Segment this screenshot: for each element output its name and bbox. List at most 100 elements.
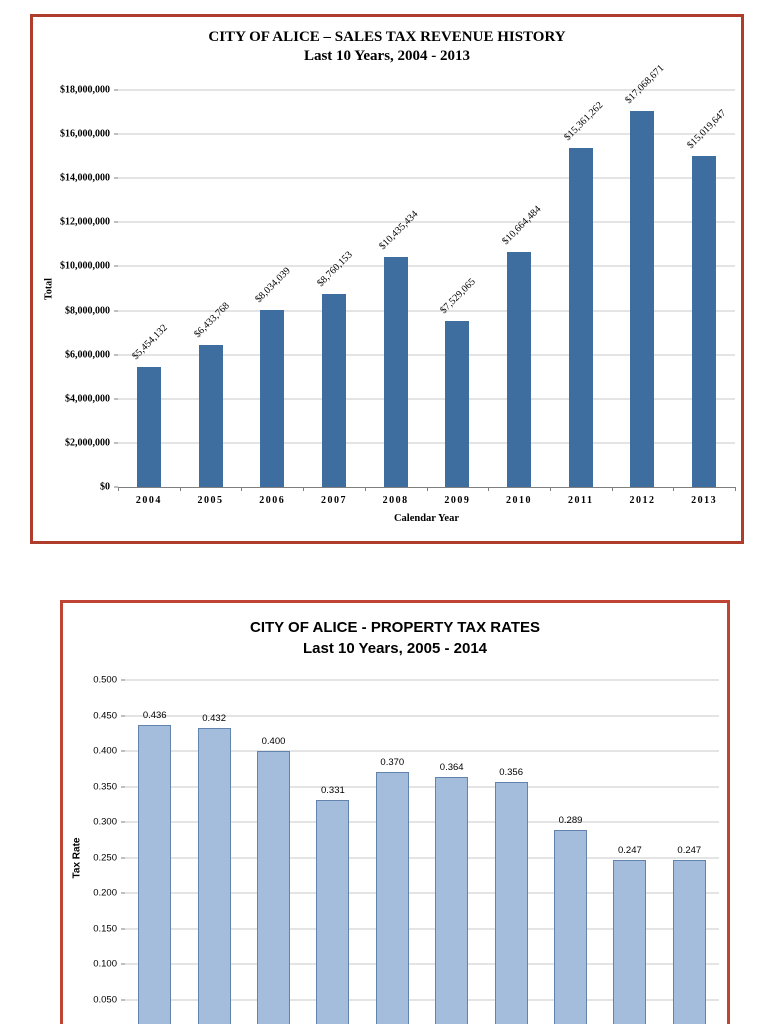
gridline [125, 857, 719, 858]
chart-subtitle: Last 10 Years, 2004 - 2013 [303, 48, 471, 64]
plot-area: Calendar Year $0 $2,000,000 $4,000,000 $6,0… [60, 62, 736, 524]
bar-col-5 [375, 772, 409, 1024]
y-axis-tick-mark [114, 177, 118, 179]
gridline [118, 221, 735, 223]
y-axis-tick-mark [121, 750, 125, 752]
y-axis-tick-mark [114, 89, 118, 91]
y-axis-tick-mark [121, 928, 125, 929]
y-axis-tick-mark [114, 265, 118, 267]
y-axis-tick-mark [121, 821, 125, 823]
bar-2008 [383, 256, 408, 487]
x-axis-tick-mark [303, 487, 305, 491]
gridline [125, 892, 719, 894]
y-axis-tick-label: 0.350 [93, 781, 117, 792]
y-axis-tick-label: $12,000,000 [60, 216, 110, 228]
bar-data-label: 0.247 [677, 844, 702, 856]
y-axis-tick-mark [114, 354, 118, 356]
bar-data-label: $10,664,484 [500, 203, 544, 247]
x-axis-tick-label: 2013 [691, 495, 718, 506]
bar-2010 [507, 251, 532, 487]
chart-title: CITY OF ALICE - PROPERTY TAX RATES [249, 619, 541, 636]
y-axis-tick-mark [114, 442, 118, 444]
bar-data-label: $5,454,132 [130, 322, 170, 362]
x-axis-tick-mark [426, 487, 428, 491]
y-axis-tick-label: $10,000,000 [60, 260, 110, 272]
bar-data-label: $10,435,434 [376, 208, 420, 252]
bar-data-label: $8,760,153 [315, 249, 355, 289]
y-axis-tick-label: 0.250 [93, 852, 117, 863]
y-axis-tick-mark [121, 715, 125, 716]
gridline [125, 679, 719, 681]
y-axis-title: Tax Rate [71, 837, 83, 879]
y-axis-tick-label: $16,000,000 [60, 128, 110, 140]
y-axis-tick-label: 0.200 [93, 887, 117, 899]
gridline [125, 928, 719, 929]
y-axis-tick-label: $6,000,000 [65, 349, 110, 361]
y-axis-tick-mark [121, 963, 125, 965]
y-axis-tick-mark [121, 857, 125, 858]
bar-2005 [198, 345, 223, 487]
x-axis-tick-mark [241, 487, 243, 491]
gridline [125, 750, 719, 752]
x-axis-tick-label: 2012 [629, 495, 656, 506]
bar-data-label: $15,019,647 [685, 107, 729, 151]
gridline [125, 963, 719, 965]
bar-data-label: 0.247 [618, 844, 642, 856]
bar-col-1 [138, 725, 172, 1024]
x-axis-tick-mark [179, 487, 181, 491]
bar-data-label: 0.331 [321, 785, 345, 796]
gridline [118, 398, 735, 400]
x-axis-tick-label: 2005 [197, 495, 224, 506]
bar-data-label: $15,361,262 [561, 100, 606, 144]
bar-2006 [260, 309, 285, 487]
x-axis-tick-mark [488, 487, 490, 491]
bar-data-label: 0.370 [380, 757, 405, 769]
y-axis-tick-mark [121, 892, 125, 894]
bar-col-6 [435, 776, 469, 1024]
bar-data-label: 0.432 [202, 713, 226, 725]
x-axis-tick-label: 2011 [568, 495, 594, 506]
gridline [125, 999, 719, 1000]
bar-2013 [692, 155, 717, 487]
gridline [125, 715, 719, 716]
gridline [118, 177, 735, 179]
bar-data-label: 0.289 [558, 814, 583, 826]
y-axis-tick-label: 0.300 [93, 816, 117, 828]
chart-subtitle: Last 10 Years, 2005 - 2014 [302, 640, 488, 657]
bar-data-label: $17,068,671 [623, 62, 667, 106]
bar-2007 [321, 293, 346, 487]
y-axis-tick-label: $4,000,000 [65, 393, 110, 405]
x-axis-tick-label: 2010 [506, 495, 533, 506]
y-axis-tick-mark [114, 310, 118, 312]
x-axis-tick-label: 2004 [135, 495, 162, 506]
bar-2011 [568, 148, 593, 487]
gridline [118, 354, 735, 356]
gridline [118, 442, 735, 444]
y-axis-tick-label: 0.450 [93, 710, 117, 721]
x-axis-tick-mark [735, 487, 736, 491]
y-axis-tick-mark [114, 221, 118, 223]
bar-col-2 [197, 728, 231, 1024]
bar-col-7 [494, 782, 528, 1024]
y-axis-tick-label: $18,000,000 [60, 84, 110, 96]
y-axis-tick-mark [121, 679, 125, 681]
x-axis-tick-mark [611, 487, 613, 491]
gridline [125, 786, 719, 787]
x-axis-title: Calendar Year [393, 513, 460, 524]
plot-area: 0.050 0.100 0.150 0.200 0.250 0.300 0.350 0.400… [93, 675, 719, 1024]
y-axis-tick-mark [114, 486, 118, 488]
y-axis-tick-label: $0 [100, 481, 110, 493]
bar-2012 [630, 110, 655, 487]
bar-data-label: 0.364 [439, 761, 464, 773]
bar-2009 [445, 320, 470, 487]
bar-col-10 [672, 859, 706, 1024]
x-axis-tick-label: 2008 [382, 495, 409, 506]
y-axis-title: Total [43, 278, 55, 300]
x-axis-tick-label: 2007 [320, 495, 347, 506]
x-axis-tick-label: 2009 [444, 495, 471, 506]
chart-title: CITY OF ALICE – SALES TAX REVENUE HISTOR… [208, 29, 566, 45]
gridline [118, 265, 735, 267]
bar-data-label: $6,433,768 [191, 300, 232, 341]
x-axis-tick-mark [549, 487, 551, 491]
